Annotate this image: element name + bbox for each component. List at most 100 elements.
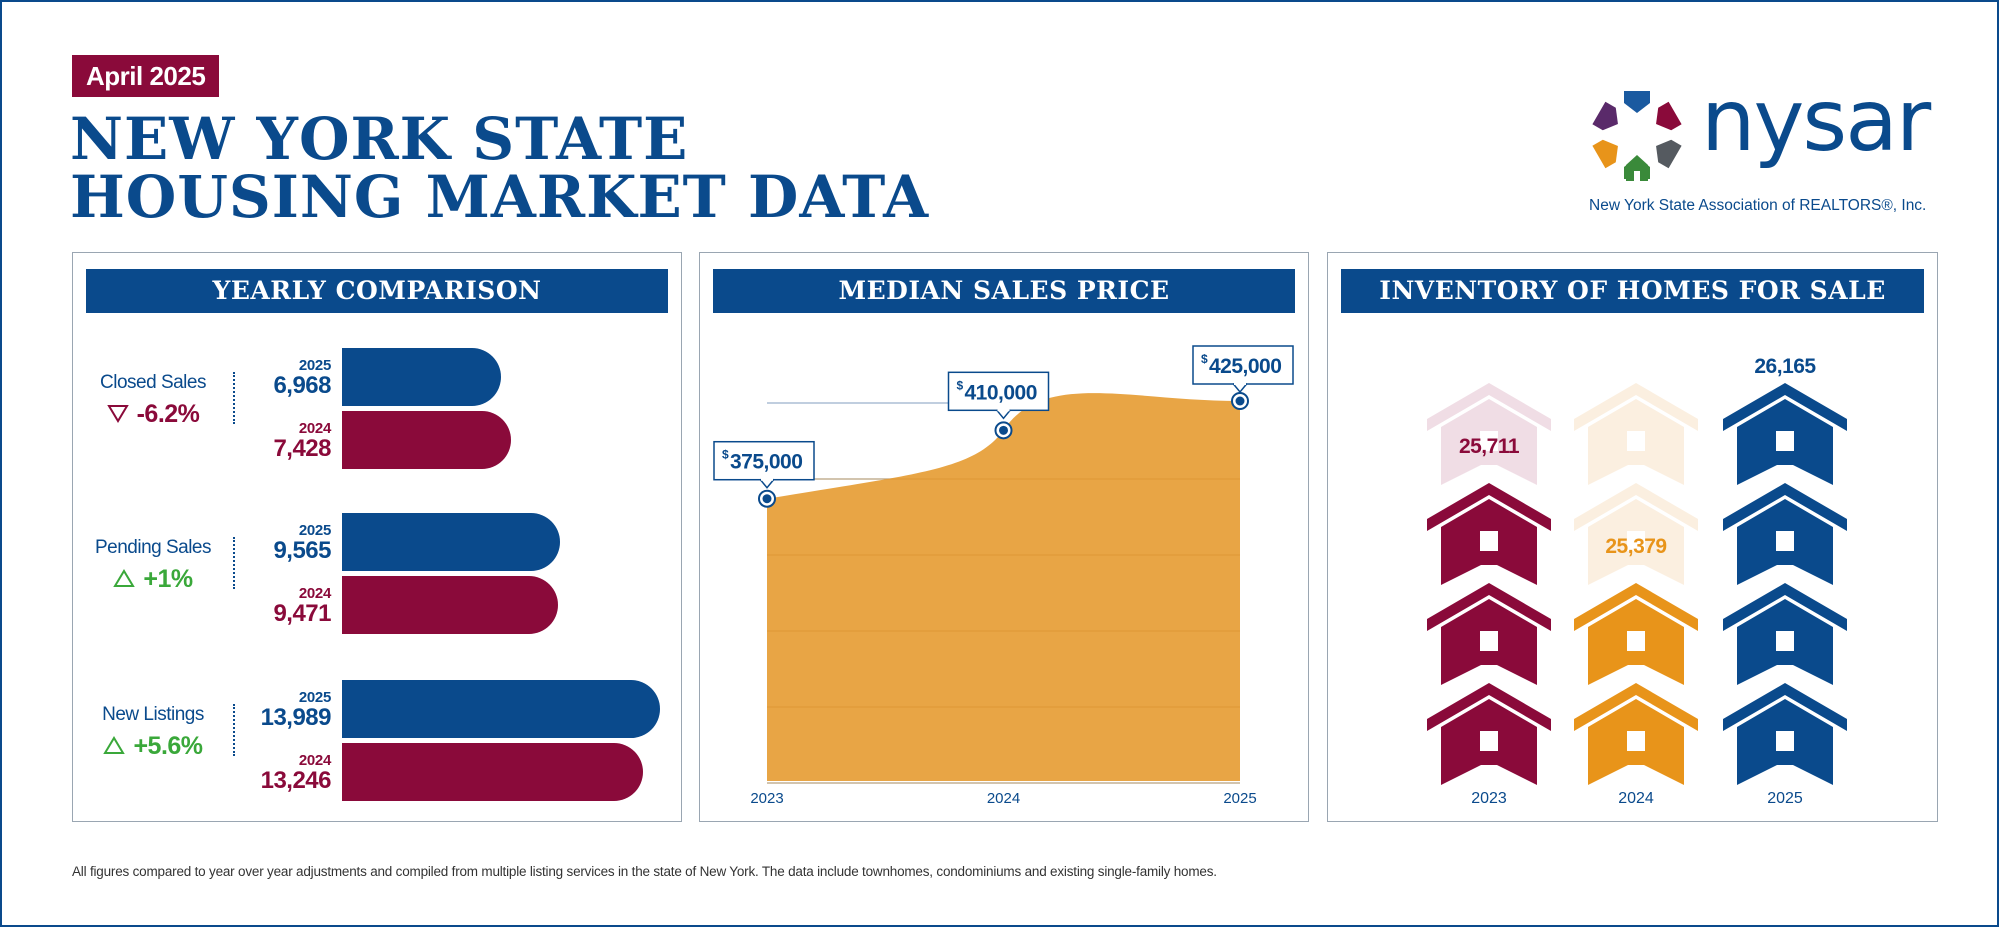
bar-year-label: 2025 [298,522,331,539]
metric-group: Closed Sales -6.2% 2025 6,968 2024 7,428 [73,348,681,478]
house-arrow-icon [1723,383,1847,485]
metric-label: Pending Sales [94,537,212,558]
triangle-up-icon [103,736,126,754]
metric-change: -6.2% [73,400,233,429]
bar-year-label: 2024 [298,752,331,769]
metric-change-value: -6.2% [136,400,200,428]
inventory-panel: INVENTORY OF HOMES FOR SALE 25,711 2023 25… [1327,252,1938,822]
metric-label: Closed Sales [100,372,206,393]
logo-petal [1656,101,1682,131]
currency-symbol: $ [1201,352,1208,366]
price-label: 375,000 [730,451,802,474]
data-point [1235,396,1245,406]
metric-change: +5.6% [73,732,233,761]
bar-year-label: 2024 [298,585,331,602]
price-callout-pointer [1232,383,1248,394]
bar-year-label: 2025 [298,357,331,374]
x-tick-label: 2025 [1767,790,1803,807]
house-arrow-icon [1427,583,1551,685]
x-tick-label: 2023 [750,790,783,807]
bar-2024 [342,743,644,801]
x-tick-label: 2025 [1223,790,1256,807]
logo-petal [1592,101,1618,131]
median-sales-price-title: MEDIAN SALES PRICE [713,269,1295,313]
metric-group: Pending Sales +1% 2025 9,565 2024 9,471 [73,513,681,643]
title-line-2: HOUSING MARKET DATA [70,163,930,231]
currency-symbol: $ [957,378,964,392]
bar-value-label: 9,565 [273,537,331,564]
title-line-1: NEW YORK STATE [70,105,689,173]
dotted-separator [233,372,235,424]
inventory-value-label: 25,711 [1459,435,1520,458]
x-tick-label: 2024 [987,790,1020,807]
house-arrow-icon [1723,583,1847,685]
currency-symbol: $ [722,448,729,462]
bar-value-label: 6,968 [273,372,331,399]
house-arrow-icon [1574,583,1698,685]
logo-petal [1624,91,1650,113]
bar-year-label: 2024 [298,420,331,437]
metric-change-value: +1% [143,565,193,593]
median-price-chart: $375,000 2023 $ 410,000 2024 $ 425,000 2025 [713,345,1294,807]
inventory-column-2023 [1427,383,1551,785]
yearly-comparison-panel: YEARLY COMPARISON Closed Sales -6.2% 2025 6… [72,252,682,822]
dotted-separator [233,704,235,756]
dotted-separator [233,537,235,589]
price-callout-pointer [759,478,775,489]
price-callout-box [1192,345,1294,385]
bar-value-label: 13,246 [260,767,332,794]
house-arrow-ghost-icon [1574,383,1698,485]
inventory-column-2024 [1574,383,1698,785]
price-label: 410,000 [965,381,1037,404]
inventory-value-label: 26,165 [1754,355,1816,378]
page-title: NEW YORK STATE HOUSING MARKET DATA [70,110,929,226]
bar-2025 [342,513,560,571]
yearly-comparison-chart: Closed Sales -6.2% 2025 6,968 2024 7,428 Pendi… [73,253,681,821]
logo-subtitle: New York State Association of REALTORS®,… [1589,197,1927,214]
metric-change-value: +5.6% [133,732,203,760]
metric-change: +1% [73,565,233,594]
logo-petal [1592,139,1618,169]
bar-value-label: 13,989 [260,704,332,731]
bar-2025 [342,348,501,406]
house-arrow-icon [1723,683,1847,785]
price-callout-pointer [995,409,1012,420]
house-arrow-icon [1574,683,1698,785]
bar-value-label: 7,428 [273,435,331,462]
house-arrow-ghost-icon [1574,483,1698,585]
yearly-comparison-title: YEARLY COMPARISON [86,269,668,313]
inventory-chart: 25,711 2023 25,379 2024 26,165 2025 [1427,355,1847,807]
metric-group: New Listings +5.6% 2025 13,989 2024 13,246 [73,680,681,810]
inventory-column-2025 [1723,383,1847,785]
house-arrow-icon [1427,483,1551,585]
house-arrow-ghost-icon [1427,383,1551,485]
bar-2024 [342,411,512,469]
date-badge: April 2025 [72,55,220,97]
nysar-logo: nysar New York State Association of REAL… [1585,71,1945,220]
house-arrow-icon [1723,483,1847,585]
triangle-up-icon [113,569,136,587]
metric-label: New Listings [102,704,204,725]
logo-house-icon [1626,155,1648,181]
bar-year-label: 2025 [298,689,331,706]
inventory-title: INVENTORY OF HOMES FOR SALE [1341,269,1924,313]
x-tick-label: 2024 [1618,790,1654,807]
house-arrow-icon [1427,683,1551,785]
price-callout-box [713,440,815,481]
median-sales-price-panel: MEDIAN SALES PRICE $375,000 2023 $410,000 2… [699,252,1309,822]
house-star-logo-icon [1592,91,1682,181]
bar-2025 [342,680,661,738]
x-tick-label: 2023 [1471,790,1507,807]
inventory-value-label: 25,379 [1605,535,1666,558]
price-label: 425,000 [1209,355,1281,378]
data-point [762,494,772,504]
bar-value-label: 9,471 [273,600,331,627]
logo-wordmark: nysar [1701,71,1931,171]
footnote: All figures compared to year over year a… [72,864,1217,879]
triangle-down-icon [106,405,129,423]
bar-2024 [342,576,558,634]
median-price-area [767,393,1240,781]
logo-petal [1656,139,1682,169]
data-point [999,425,1008,435]
